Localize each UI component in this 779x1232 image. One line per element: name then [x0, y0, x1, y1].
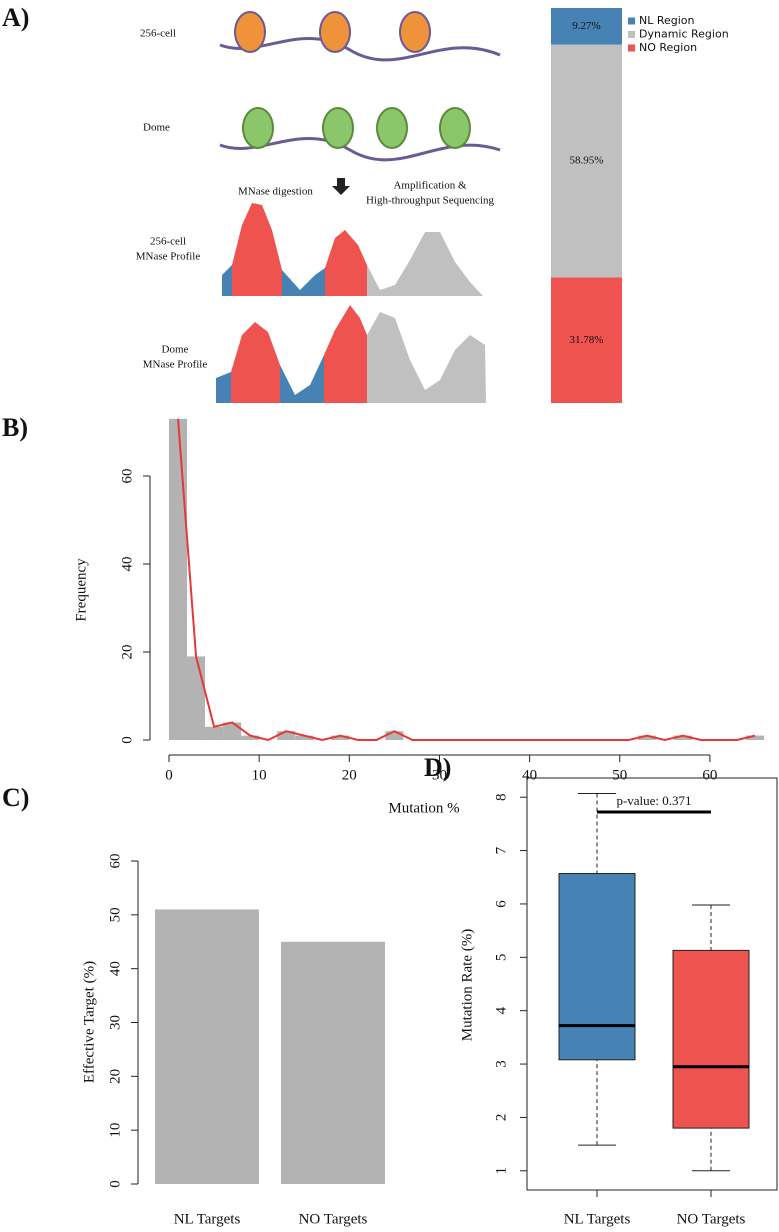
profile-label: MNase Profile	[143, 359, 208, 371]
profile	[367, 312, 486, 403]
stage-label: Dome	[143, 122, 170, 134]
y-tick-label: 20	[107, 1069, 123, 1084]
profile	[367, 232, 483, 296]
bar	[281, 941, 385, 1184]
hist-bar	[745, 735, 764, 740]
nucleosomes	[242, 107, 471, 149]
y-tick-label: 6	[493, 900, 509, 908]
hist-bar	[637, 735, 656, 740]
legend-swatch	[628, 31, 635, 38]
y-tick-label: 5	[493, 954, 509, 962]
y-tick-label: 10	[107, 1123, 123, 1138]
x-tick-label: NL Targets	[564, 1211, 631, 1227]
profile	[232, 203, 282, 296]
profile-label: MNase Profile	[136, 251, 201, 263]
profile-label: 256-cell	[150, 236, 186, 248]
y-tick-label: 3	[493, 1060, 509, 1068]
y-tick-label: 0	[107, 1180, 123, 1188]
y-tick-label: 40	[119, 557, 135, 572]
illustration: A) 256-cell Dome MNase digestion Amplifi…	[2, 3, 501, 403]
y-tick-label: 60	[119, 469, 135, 484]
step-label: Amplification &	[393, 180, 466, 192]
y-tick-label: 2	[493, 1114, 509, 1122]
hist-bar	[223, 722, 242, 740]
nucleosomes	[234, 11, 431, 53]
profile	[325, 230, 367, 296]
x-tick-label: 10	[252, 767, 267, 783]
y-axis-label: Mutation Rate (%)	[459, 929, 475, 1041]
value-label: 31.78%	[570, 334, 604, 346]
y-tick-label: 4	[493, 1006, 509, 1014]
y-tick-label: 7	[493, 846, 509, 854]
panel-label: D)	[424, 753, 451, 782]
hist-bar	[169, 418, 188, 740]
y-tick-label: 60	[107, 854, 123, 869]
x-tick-label: 40	[522, 767, 537, 783]
legend-label: Dynamic Region	[639, 28, 729, 41]
hist-bar	[385, 731, 404, 740]
legend-label: NL Region	[639, 14, 695, 27]
plot-frame	[526, 777, 778, 1191]
box	[672, 949, 750, 1129]
hist-bar	[187, 656, 206, 740]
annotation: p-value: 0.371	[616, 793, 691, 808]
x-tick-label: NL Targets	[174, 1211, 241, 1227]
x-tick-label: 20	[342, 767, 357, 783]
bar-segment	[551, 8, 622, 45]
hist-bar	[205, 726, 224, 740]
legend-swatch	[628, 44, 635, 52]
y-axis-label: Frequency	[73, 558, 89, 622]
x-tick-label: NO Targets	[299, 1211, 368, 1227]
x-tick-label: NO Targets	[677, 1211, 746, 1227]
panel-label: A)	[2, 3, 29, 32]
y-tick-label: 1	[493, 1167, 509, 1175]
profile	[282, 268, 325, 296]
step-label: MNase digestion	[238, 186, 313, 198]
hist-bar	[277, 731, 296, 740]
bar-segment	[551, 44, 622, 278]
hist-bar	[331, 735, 350, 740]
profile	[231, 322, 280, 403]
y-tick-label: 30	[107, 1015, 123, 1030]
profile	[216, 372, 231, 403]
profile	[222, 265, 232, 296]
bar-segment	[551, 277, 622, 403]
legend-label: NO Region	[639, 41, 697, 54]
y-axis-label: Effective Target (%)	[81, 961, 97, 1083]
x-axis-label: Mutation %	[388, 800, 459, 816]
legend-swatch	[628, 17, 635, 25]
profile	[280, 355, 324, 403]
y-tick-label: 40	[107, 961, 123, 976]
profile-label: Dome	[162, 344, 189, 356]
value-label: 9.27%	[572, 20, 600, 32]
hist-bar	[295, 735, 314, 740]
y-tick-label: 50	[107, 907, 123, 922]
y-tick-label: 20	[119, 645, 135, 660]
step-label: High-throughput Sequencing	[366, 195, 495, 207]
x-tick-label: 0	[165, 767, 173, 783]
y-tick-label: 8	[493, 793, 509, 801]
x-tick-label: 60	[702, 767, 717, 783]
bar	[155, 909, 259, 1184]
profile	[324, 305, 367, 403]
stage-label: 256-cell	[140, 28, 176, 40]
hist-bar	[673, 735, 692, 740]
value-label: 58.95%	[570, 155, 604, 167]
panel-label: C)	[2, 783, 29, 812]
x-tick-label: 50	[612, 767, 627, 783]
panel-label: B)	[2, 413, 28, 442]
box	[558, 873, 636, 1061]
y-tick-label: 0	[119, 736, 135, 744]
hist-bar	[241, 735, 260, 740]
arrow	[332, 178, 350, 195]
density-line	[177, 418, 756, 742]
x-tick-label: 30	[432, 767, 447, 783]
